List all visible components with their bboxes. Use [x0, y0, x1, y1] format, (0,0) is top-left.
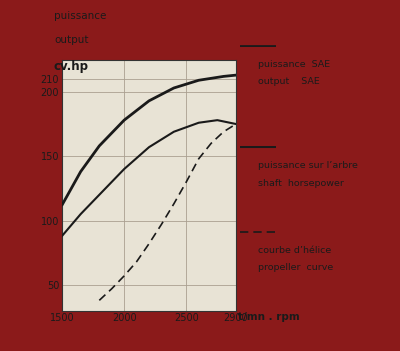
Text: puissance  SAE: puissance SAE [258, 60, 330, 69]
Text: puissance sur l’arbre: puissance sur l’arbre [258, 161, 358, 171]
Text: puissance: puissance [54, 11, 106, 20]
Text: courbe d’hélice: courbe d’hélice [258, 246, 331, 255]
Text: cv.hp: cv.hp [54, 60, 89, 73]
Text: propeller  curve: propeller curve [258, 263, 333, 272]
Text: output: output [54, 35, 88, 45]
Text: t/mn . rpm: t/mn . rpm [238, 312, 300, 322]
Text: output    SAE: output SAE [258, 77, 320, 86]
Text: shaft  horsepower: shaft horsepower [258, 179, 344, 188]
